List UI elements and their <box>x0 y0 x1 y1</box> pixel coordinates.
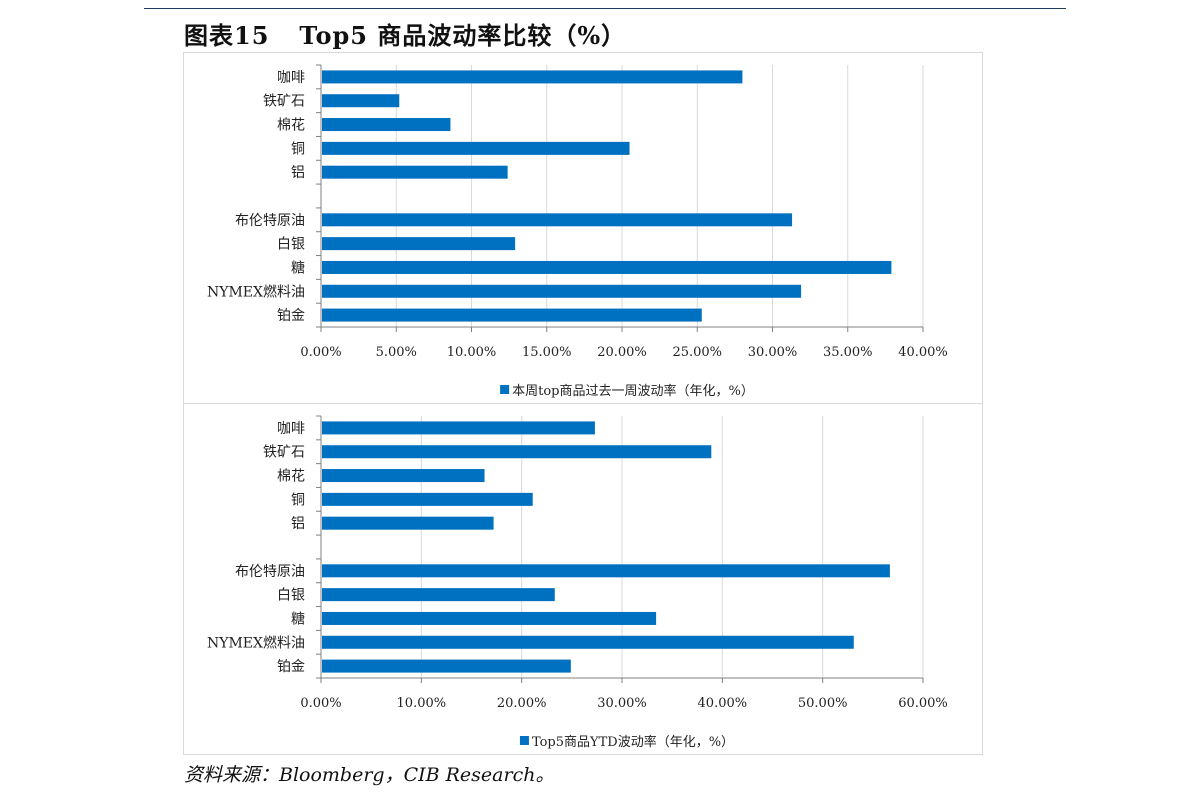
chart-panel-weekly: 0.00% 5.00% 10.00% 15.00% 20.00% 25.00% 30.00%… <box>183 52 983 404</box>
category-label: 棉花 <box>277 468 305 485</box>
category-label: 糖 <box>291 260 305 276</box>
weekly-volatility-chart: 0.00% 5.00% 10.00% 15.00% 20.00% 25.00% 30.00%… <box>207 64 948 399</box>
bar <box>322 165 508 179</box>
figure-title: 图表15 Top5 商品波动率比较（%） <box>184 16 626 51</box>
bar <box>322 635 854 649</box>
figure-number: 图表15 <box>184 21 270 50</box>
category-label: 铜 <box>291 141 305 157</box>
x-tick-label: 30.00% <box>597 696 647 711</box>
bar <box>322 659 571 673</box>
bar <box>322 308 702 322</box>
category-label: 铁矿石 <box>263 94 305 110</box>
x-tick-label: 0.00% <box>300 696 341 711</box>
category-label: 咖啡 <box>277 70 305 86</box>
category-label: 铂金 <box>277 308 305 324</box>
x-tick-label: 0.00% <box>300 345 341 360</box>
bar <box>322 213 793 227</box>
ytd-volatility-chart: 0.00% 10.00% 20.00% 30.00% 40.00% 50.00% 60.00… <box>207 415 948 750</box>
bar <box>322 492 533 506</box>
category-label: 布伦特原油 <box>235 564 305 580</box>
bar <box>322 260 892 274</box>
category-label: 糖 <box>291 611 305 627</box>
x-tick-label: 5.00% <box>376 345 417 360</box>
x-tick-label: 50.00% <box>798 696 848 711</box>
x-tick-label: 20.00% <box>597 345 647 360</box>
category-label: 铜 <box>291 492 305 508</box>
legend-label: 本周top商品过去一周波动率（年化，%） <box>512 383 754 399</box>
category-label: 布伦特原油 <box>235 213 305 229</box>
top-rule <box>144 8 1066 9</box>
bar <box>322 588 555 602</box>
figure-title-text: Top5 商品波动率比较（%） <box>299 21 627 50</box>
category-label: 铝 <box>291 165 305 181</box>
bar <box>322 516 494 530</box>
legend-swatch <box>500 385 510 394</box>
bar <box>322 141 630 155</box>
bar <box>322 421 595 435</box>
x-tick-label: 15.00% <box>522 345 572 360</box>
bar <box>322 237 516 251</box>
category-label: 铝 <box>291 516 305 532</box>
bar <box>322 70 743 84</box>
bar <box>322 564 890 578</box>
category-label: 白银 <box>277 588 305 604</box>
category-label: 铁矿石 <box>263 445 305 461</box>
x-tick-label: 60.00% <box>898 696 948 711</box>
source-note: 资料来源：Bloomberg，CIB Research。 <box>184 764 555 786</box>
bar <box>322 469 485 483</box>
bar <box>322 445 712 459</box>
chart-panel-ytd: 0.00% 10.00% 20.00% 30.00% 40.00% 50.00% 60.00… <box>183 403 983 755</box>
legend-label: Top5商品YTD波动率（年化，%） <box>532 734 734 750</box>
bar <box>322 94 400 108</box>
category-label: NYMEX燃料油 <box>207 283 305 300</box>
bar <box>322 118 451 132</box>
legend-swatch <box>519 736 529 745</box>
x-tick-label: 25.00% <box>672 345 722 360</box>
x-tick-label: 40.00% <box>698 696 748 711</box>
category-label: 铂金 <box>277 659 305 675</box>
x-tick-label: 10.00% <box>447 345 497 360</box>
x-tick-label: 35.00% <box>823 345 873 360</box>
category-label: 白银 <box>277 237 305 253</box>
x-tick-label: 20.00% <box>497 696 547 711</box>
category-label: 咖啡 <box>277 421 305 437</box>
category-label: 棉花 <box>277 117 305 134</box>
x-tick-label: 40.00% <box>898 345 948 360</box>
category-label: NYMEX燃料油 <box>207 634 305 651</box>
bar <box>322 611 657 625</box>
bar <box>322 284 802 298</box>
x-tick-label: 10.00% <box>397 696 447 711</box>
x-tick-label: 30.00% <box>748 345 798 360</box>
